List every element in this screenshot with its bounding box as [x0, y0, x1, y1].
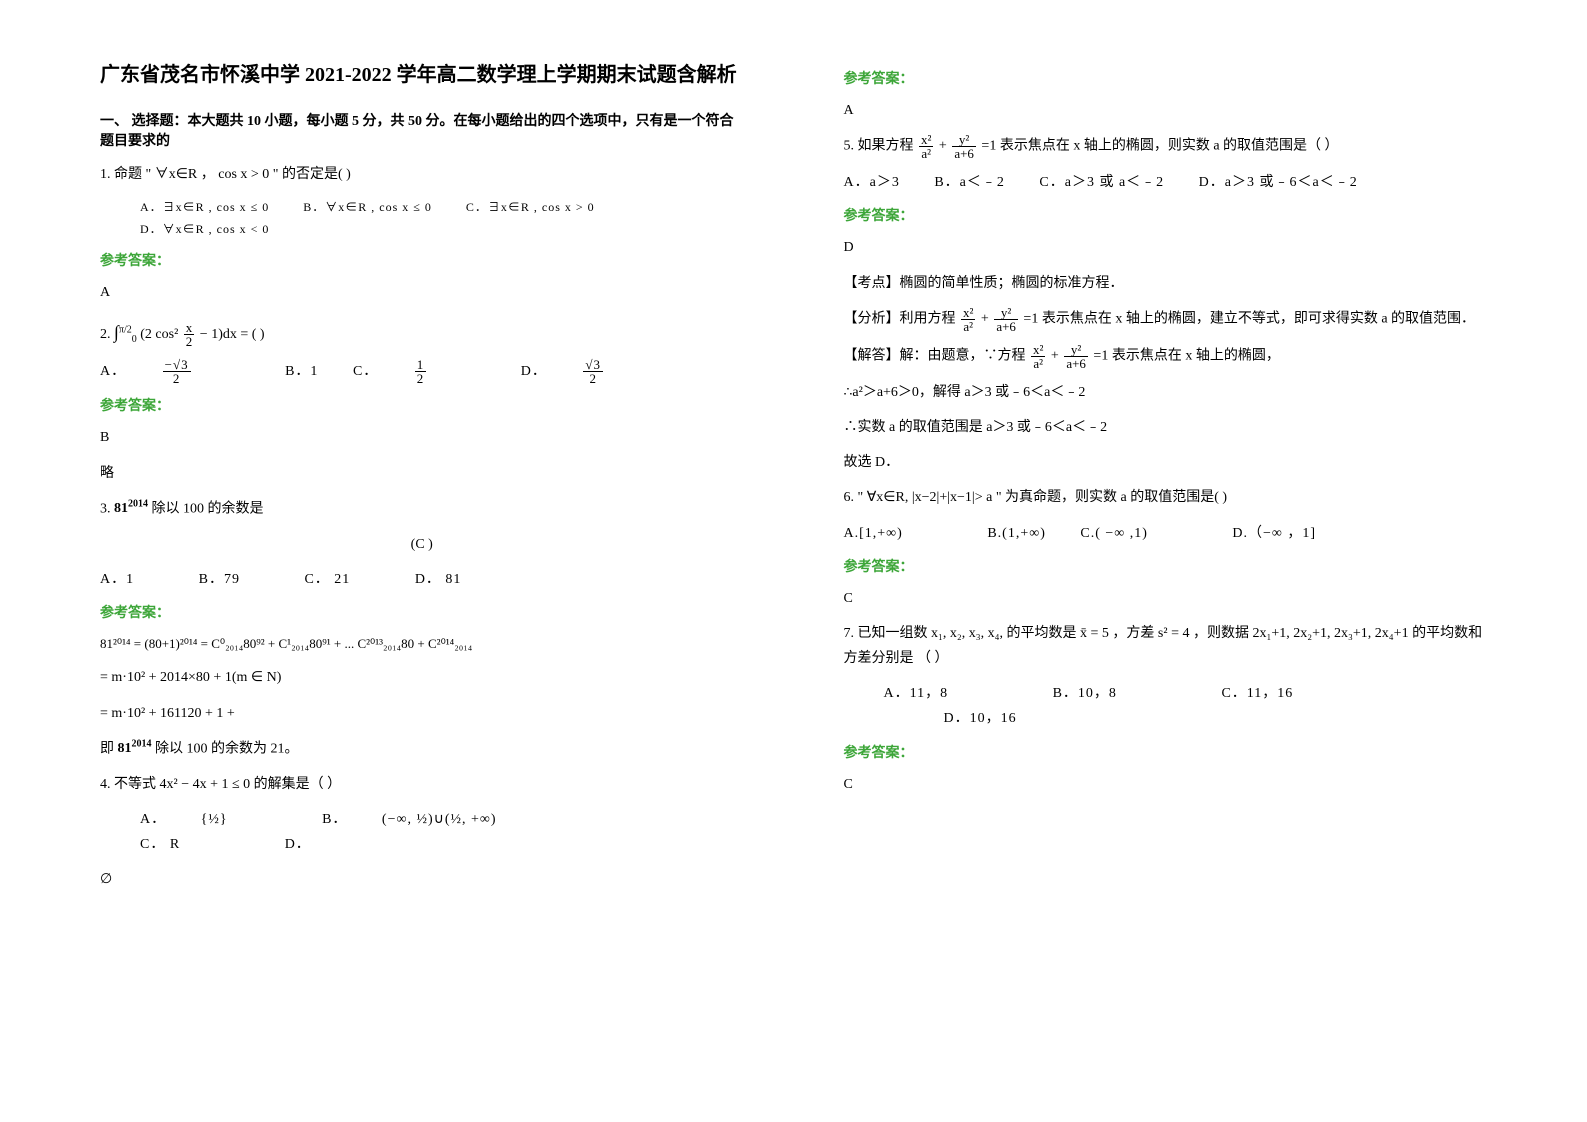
doc-title: 广东省茂名市怀溪中学 2021-2022 学年高二数学理上学期期末试题含解析 — [100, 60, 744, 90]
q6-options: A.[1,+∞) B.(1,+∞) C.( −∞ ,1) D.（−∞ ，1] — [844, 521, 1488, 546]
q6-optA: A.[1,+∞) — [844, 521, 903, 546]
q2-int-frac: x 2 — [184, 321, 195, 348]
q3-line3: = m·10² + 161120 + 1 + — [100, 701, 744, 726]
q5-stem: 5. 如果方程 x²a² + y²a+6 =1 表示焦点在 x 轴上的椭圆，则实… — [844, 133, 1488, 160]
q6-answer-label: 参考答案： — [844, 556, 1488, 576]
right-column: 参考答案： A 5. 如果方程 x²a² + y²a+6 =1 表示焦点在 x … — [794, 0, 1587, 1122]
q7-optA: A．11，8 — [884, 681, 949, 706]
q3-line4: 即 812014 除以 100 的余数为 21。 — [100, 736, 744, 762]
q4-stem: 4. 不等式 4x² − 4x + 1 ≤ 0 的解集是（ ） — [100, 772, 744, 797]
q1-optC: C．∃x∈R , cos x > 0 — [466, 197, 595, 219]
q6-answer: C — [844, 586, 1488, 611]
q2-int-body: (2 cos² — [140, 327, 182, 342]
q2-stem: 2. ∫π/20 (2 cos² x 2 − 1)dx = ( ) — [100, 316, 744, 349]
q3-line1: 81²⁰¹⁴ = (80+1)²⁰¹⁴ = C⁰₂₀₁₄80⁹² + C¹₂₀₁… — [100, 632, 744, 655]
q3-optA: A．1 — [100, 567, 134, 592]
q4-optB: B． (−∞, ½)∪(½, +∞) — [322, 807, 527, 832]
q5-kaodian: 【考点】椭圆的简单性质；椭圆的标准方程． — [844, 271, 1488, 296]
q3-options: A．1 B．79 C． 21 D． 81 — [100, 567, 744, 592]
q4-optD: D． — [285, 832, 311, 857]
q1-options: A．∃x∈R , cos x ≤ 0 B．∀x∈R , cos x ≤ 0 C．… — [100, 197, 744, 240]
q7-stem: 7. 已知一组数 x₁, x₂, x₃, x₄, 的平均数是 x̄ = 5 ，方… — [844, 621, 1488, 671]
q5-options: A．a＞3 B．a＜﹣2 C．a＞3 或 a＜﹣2 D．a＞3 或﹣6＜a＜﹣2 — [844, 170, 1488, 195]
q5-jieda: 【解答】解：由题意，∵方程 x²a² + y²a+6 =1 表示焦点在 x 轴上… — [844, 343, 1488, 370]
q3-stem: 3. 812014 除以 100 的余数是 — [100, 496, 744, 522]
left-column: 广东省茂名市怀溪中学 2021-2022 学年高二数学理上学期期末试题含解析 一… — [0, 0, 794, 1122]
q5-step1: ∴a²＞a+6＞0，解得 a＞3 或﹣6＜a＜﹣2 — [844, 380, 1488, 405]
q2-optD: D． √32 — [521, 358, 663, 385]
q4-optA: A． {½} — [140, 807, 258, 832]
q2-extra: 略 — [100, 461, 744, 486]
q3-answer-label: 参考答案： — [100, 602, 744, 622]
q6-optB: B.(1,+∞) — [987, 521, 1046, 546]
q1-optA: A．∃x∈R , cos x ≤ 0 — [140, 197, 269, 219]
q1-answer-label: 参考答案： — [100, 250, 744, 270]
q3-optD: D． 81 — [415, 567, 462, 592]
q2-int-lower: 0 — [132, 333, 137, 344]
q4-options: A． {½} B． (−∞, ½)∪(½, +∞) C． R D． — [100, 807, 744, 857]
q5-optD: D．a＞3 或﹣6＜a＜﹣2 — [1199, 170, 1358, 195]
q7-optC: C．11，16 — [1221, 681, 1293, 706]
q5-answer-label: 参考答案： — [844, 205, 1488, 225]
q6-stem: 6. " ∀x∈R, |x−2|+|x−1|> a " 为真命题，则实数 a 的… — [844, 485, 1488, 510]
q7-answer: C — [844, 772, 1488, 797]
q4-empty: ∅ — [100, 867, 744, 892]
q7-answer-label: 参考答案： — [844, 742, 1488, 762]
q2-optA: A． −√32 — [100, 358, 251, 385]
q5-step3: 故选 D． — [844, 450, 1488, 475]
q2-optC: C． 12 — [353, 358, 486, 385]
q3-optB: B．79 — [199, 567, 240, 592]
section-1-head: 一、 选择题：本大题共 10 小题，每小题 5 分，共 50 分。在每小题给出的… — [100, 110, 744, 150]
q2-optB: B．1 — [285, 359, 318, 384]
q3-line2: = m·10² + 2014×80 + 1(m ∈ N) — [100, 665, 744, 690]
q7-optD: D．10，16 — [944, 706, 1017, 731]
q3-optC: C． 21 — [304, 567, 350, 592]
q2-int-tail: − 1)dx = — [200, 327, 248, 342]
q5-answer: D — [844, 235, 1488, 260]
q6-optC: C.( −∞ ,1) — [1080, 521, 1148, 546]
q1-optB: B．∀x∈R , cos x ≤ 0 — [303, 197, 432, 219]
q5-optA: A．a＞3 — [844, 170, 900, 195]
q5-optC: C．a＞3 或 a＜﹣2 — [1039, 170, 1164, 195]
q3-paren: (C ) — [100, 532, 744, 557]
q5-step2: ∴实数 a 的取值范围是 a＞3 或﹣6＜a＜﹣2 — [844, 415, 1488, 440]
q2-prefix: 2. — [100, 327, 114, 342]
q4-answer: A — [844, 98, 1488, 123]
q4-optC: C． R — [140, 832, 180, 857]
q2-answer: B — [100, 425, 744, 450]
q1-answer: A — [100, 280, 744, 305]
q5-optB: B．a＜﹣2 — [934, 170, 1005, 195]
q7-options: A．11，8 B．10，8 C．11，16 D．10，16 — [844, 681, 1488, 731]
q1-stem: 1. 命题 " ∀x∈R ， cos x > 0 " 的否定是( ) — [100, 162, 744, 187]
q2-answer-label: 参考答案： — [100, 395, 744, 415]
q2-int-upper: π/2 — [119, 324, 132, 335]
q7-optB: B．10，8 — [1053, 681, 1117, 706]
q6-optD: D.（−∞ ，1] — [1232, 521, 1316, 546]
q4-answer-label: 参考答案： — [844, 68, 1488, 88]
q3-power: 812014 — [114, 501, 148, 516]
q5-fenxi: 【分析】利用方程 x²a² + y²a+6 =1 表示焦点在 x 轴上的椭圆，建… — [844, 306, 1488, 333]
q2-options: A． −√32 B．1 C． 12 D． √32 — [100, 358, 744, 385]
q2-suffix: ( ) — [252, 327, 265, 342]
q1-optD: D．∀x∈R , cos x < 0 — [140, 219, 269, 241]
